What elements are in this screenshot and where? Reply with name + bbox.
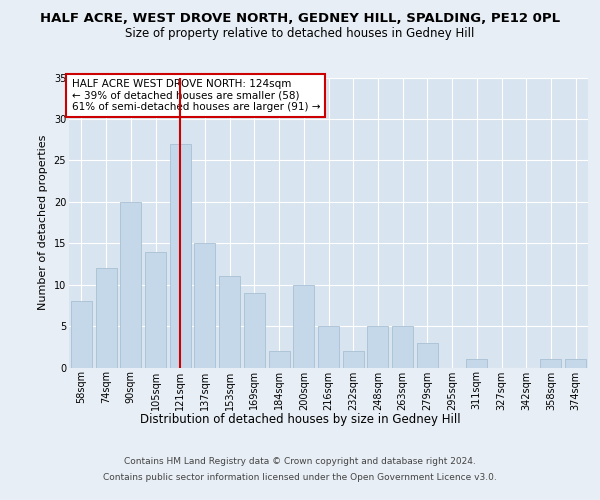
Bar bbox=[367, 326, 388, 368]
Bar bbox=[145, 252, 166, 368]
Text: Contains HM Land Registry data © Crown copyright and database right 2024.: Contains HM Land Registry data © Crown c… bbox=[124, 458, 476, 466]
Bar bbox=[293, 284, 314, 368]
Bar bbox=[170, 144, 191, 368]
Bar bbox=[417, 342, 438, 367]
Text: Size of property relative to detached houses in Gedney Hill: Size of property relative to detached ho… bbox=[125, 28, 475, 40]
Bar bbox=[269, 351, 290, 368]
Bar bbox=[95, 268, 116, 368]
Bar bbox=[318, 326, 339, 368]
Bar bbox=[71, 301, 92, 368]
Bar bbox=[194, 243, 215, 368]
Bar bbox=[565, 359, 586, 368]
Bar bbox=[343, 351, 364, 368]
Y-axis label: Number of detached properties: Number of detached properties bbox=[38, 135, 48, 310]
Bar bbox=[219, 276, 240, 368]
Text: HALF ACRE, WEST DROVE NORTH, GEDNEY HILL, SPALDING, PE12 0PL: HALF ACRE, WEST DROVE NORTH, GEDNEY HILL… bbox=[40, 12, 560, 26]
Bar bbox=[392, 326, 413, 368]
Bar bbox=[120, 202, 141, 368]
Text: HALF ACRE WEST DROVE NORTH: 124sqm
← 39% of detached houses are smaller (58)
61%: HALF ACRE WEST DROVE NORTH: 124sqm ← 39%… bbox=[71, 79, 320, 112]
Text: Contains public sector information licensed under the Open Government Licence v3: Contains public sector information licen… bbox=[103, 472, 497, 482]
Text: Distribution of detached houses by size in Gedney Hill: Distribution of detached houses by size … bbox=[140, 412, 460, 426]
Bar bbox=[466, 359, 487, 368]
Bar bbox=[244, 293, 265, 368]
Bar bbox=[541, 359, 562, 368]
